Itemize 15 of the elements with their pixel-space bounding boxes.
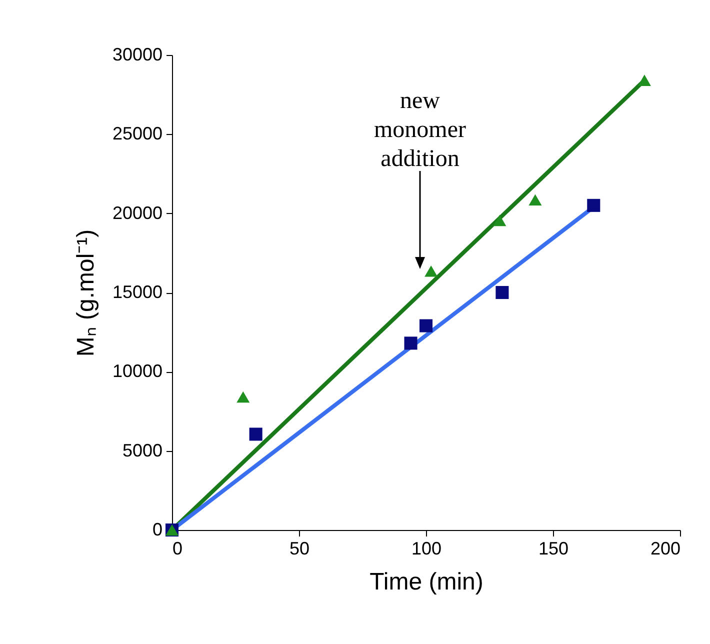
y-tick-label: 5000 [122, 440, 162, 460]
x-axis-title: Time (min) [370, 568, 484, 596]
y-tick-label: 30000 [112, 44, 162, 64]
x-tick-label: 100 [411, 538, 442, 558]
y-tick-label: 15000 [112, 282, 162, 302]
x-tick-label: 200 [650, 538, 680, 558]
x-tick-label: 150 [538, 538, 569, 558]
y-tick-label: 10000 [112, 361, 162, 382]
y-tick-label: 0 [152, 520, 162, 540]
annotation: new monomer addition [374, 88, 466, 172]
y-tick-label: 25000 [112, 124, 162, 144]
y-tick-label: 20000 [112, 202, 162, 223]
y-axis-title: Mₙ (g.mol⁻¹) [72, 229, 100, 357]
x-tick-label: 0 [172, 538, 183, 558]
x-tick-label: 50 [289, 538, 310, 558]
